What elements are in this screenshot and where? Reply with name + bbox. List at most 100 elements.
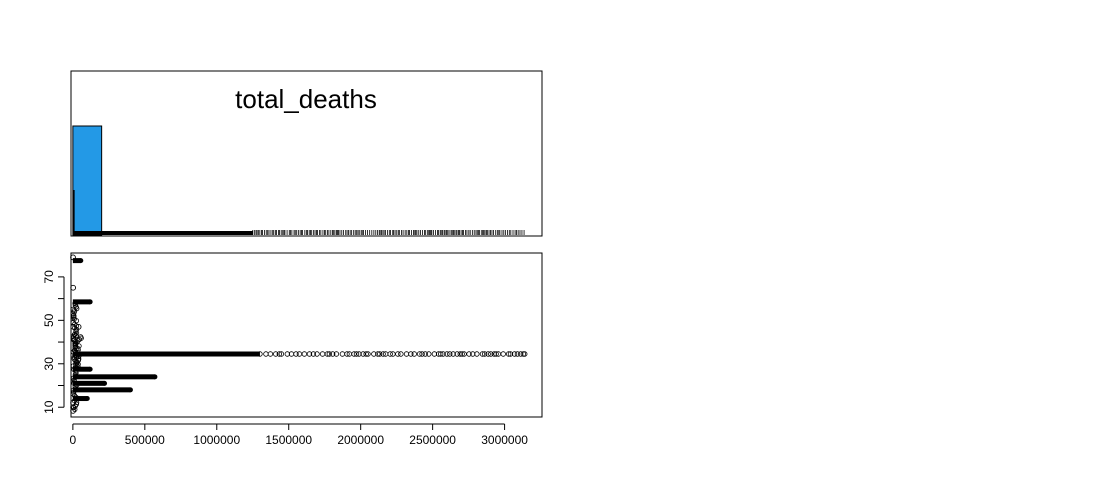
x-tick-label: 1500000 [265,433,312,447]
scatter-point [398,351,404,357]
scatter-point [127,387,133,393]
scatter-point [514,351,521,357]
scatter-point [74,382,80,388]
scatter-point [71,337,77,343]
scatter-point [293,351,299,357]
scatter-point [72,300,78,306]
scatter-point [326,351,333,357]
scatter-point [371,351,377,357]
scatter-point [306,351,313,357]
scatter-point [284,351,291,357]
scatter-point [152,374,158,380]
scatter-point [87,299,93,305]
scatter-point [102,380,108,386]
scatter-point [257,351,263,357]
scatter-point [440,351,446,357]
scatter-point [296,351,303,357]
scatter-point [76,343,82,349]
scatter-point [310,351,317,357]
scatter-point [70,324,77,330]
scatter-point [485,351,491,357]
scatter-point [375,351,381,357]
scatter-point [470,351,476,357]
scatter-point [75,345,81,352]
scatter-point [500,351,506,357]
scatter-band [72,387,131,393]
scatter-point [403,351,410,357]
x-axis: 0 500000 1000000 1500000 2000000 2500000 30000… [70,423,528,447]
scatter-point [390,351,396,357]
scatter-point [333,351,340,357]
scatter-point [411,351,417,357]
scatter-point [75,324,82,330]
scatter-point [75,338,81,344]
scatter-point [493,351,499,357]
scatter-bands [70,258,528,412]
scatter-point [380,351,386,357]
scatter-point [263,351,269,357]
histogram-title: total_deaths [235,84,377,114]
scatter-point [301,351,308,357]
scatter-band [72,258,81,264]
scatter-point [73,368,79,374]
rug-dense-band [72,231,253,235]
scatter-point [319,351,326,357]
scatter-frame [70,252,543,418]
scatter-point [339,351,346,357]
histogram-panel: total_deaths [70,70,543,237]
scatter-point [70,404,76,411]
scatter-point [416,351,423,357]
scatter-point [419,351,425,357]
scatter-point [70,313,77,319]
scatter-band [72,366,91,372]
scatter-point [329,351,336,357]
scatter-point [70,284,77,291]
scatter-band [72,374,155,380]
scatter-point [72,348,78,354]
scatter-point [511,351,518,357]
scatter-point [72,365,78,371]
scatter-point [522,351,528,357]
scatter-point [426,351,432,357]
scatter-point [459,351,465,357]
scatter-point [450,351,456,357]
scatter-point [387,351,393,357]
scatter-point [71,378,77,385]
scatter-point [466,351,472,357]
scatter-point [70,306,77,313]
scatter-point [363,351,369,357]
scatter-point [376,351,383,357]
scatter-point [474,351,480,357]
scatter-point [437,351,444,357]
scatter-point [457,351,463,357]
scatter-point [365,351,371,357]
x-tick-label: 1000000 [193,433,240,447]
scatter-point [78,258,84,264]
scatter-point [422,351,428,357]
scatter-point [517,351,524,357]
scatter-point [78,334,84,340]
scatter-point [395,351,401,357]
scatter-point [276,351,283,357]
scatter-point [71,309,77,315]
scatter-point [73,332,79,339]
scatter-point [278,351,285,357]
scatter-point [344,351,350,357]
scatter-point [431,351,438,357]
y-tick-label: 50 [42,313,56,327]
scatter-point [505,351,512,357]
histogram-bars [72,125,103,236]
scatter-point [481,351,488,357]
scatter-point [488,351,494,357]
scatter-point [76,352,82,358]
scatter-point [314,351,320,357]
x-tick-label: 3000000 [481,433,528,447]
scatter-point [507,351,514,357]
scatter-point [444,351,450,357]
scatter-point [87,366,93,372]
scatter-point [353,351,360,357]
x-tick-label: 2500000 [409,433,456,447]
y-axis: 10 30 50 70 [42,270,65,414]
scatter-band [72,299,91,305]
